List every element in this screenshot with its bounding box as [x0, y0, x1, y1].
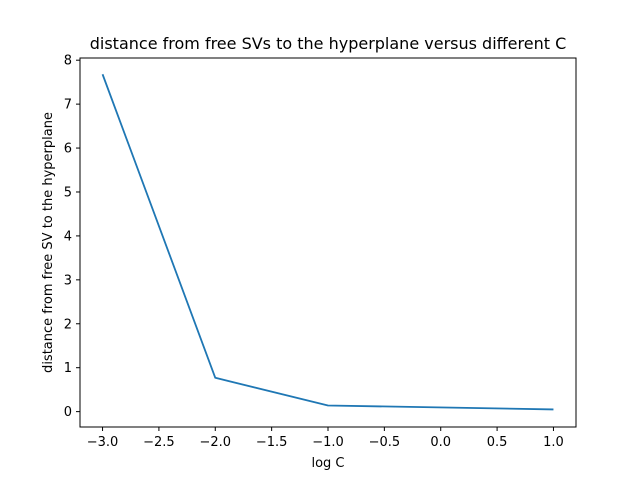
y-tick-label: 5 [64, 185, 72, 200]
x-axis-label: log C [311, 456, 344, 471]
series-line [101, 73, 554, 411]
x-tick-label: −0.5 [369, 435, 401, 450]
chart-title: distance from free SVs to the hyperplane… [90, 34, 567, 53]
x-tick-label: −2.5 [143, 435, 175, 450]
y-tick-label: 1 [64, 361, 72, 376]
x-tick-label: −2.0 [199, 435, 231, 450]
y-tick-label: 3 [64, 273, 72, 288]
series-layer [101, 73, 554, 411]
x-tick-label: 1.0 [543, 435, 564, 450]
x-tick-label: 0.5 [487, 435, 508, 450]
y-tick-label: 0 [64, 405, 72, 420]
y-tick-label: 2 [64, 317, 72, 332]
y-tick-label: 6 [64, 142, 72, 157]
y-tick-label: 8 [64, 54, 72, 69]
y-axis-label: distance from free SV to the hyperplane [41, 112, 56, 373]
y-axis: 0 1 2 3 4 5 6 7 8 [64, 54, 80, 420]
x-tick-label: −3.0 [87, 435, 119, 450]
y-tick-label: 7 [64, 98, 72, 113]
x-tick-label: −1.0 [312, 435, 344, 450]
x-tick-label: 0.0 [430, 435, 451, 450]
x-axis: −3.0 −2.5 −2.0 −1.5 −1.0 −0.5 0.0 0.5 1.0 [87, 427, 564, 450]
y-tick-label: 4 [64, 229, 72, 244]
x-tick-label: −1.5 [256, 435, 288, 450]
plot-frame [79, 57, 577, 428]
